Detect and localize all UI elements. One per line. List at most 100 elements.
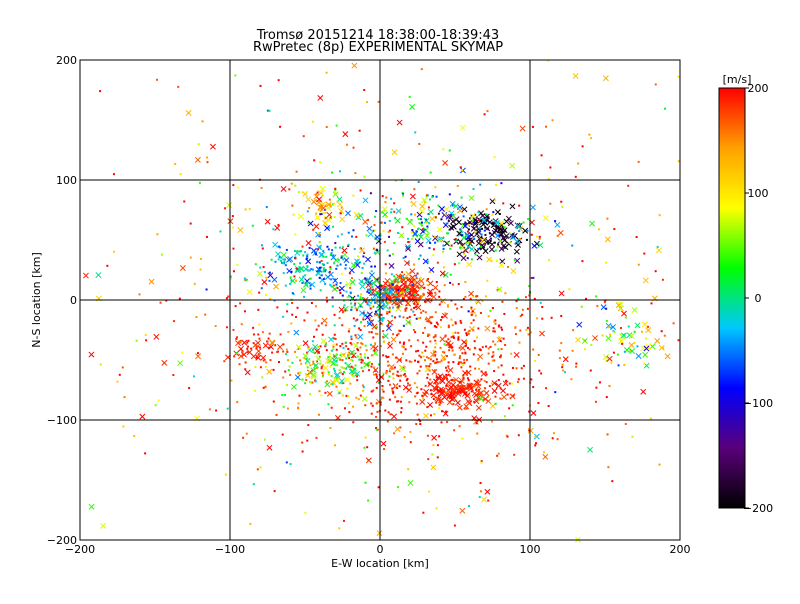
data-point-dot bbox=[399, 210, 401, 212]
data-point-dot bbox=[227, 408, 229, 410]
data-point-dot bbox=[495, 184, 497, 186]
data-point-cross bbox=[316, 356, 321, 361]
data-point-dot bbox=[459, 347, 461, 349]
data-point-dot bbox=[484, 243, 486, 245]
data-point-dot bbox=[463, 253, 465, 255]
data-point-dot bbox=[362, 255, 364, 257]
data-point-dot bbox=[392, 377, 394, 379]
data-point-dot bbox=[327, 356, 329, 358]
data-point-dot bbox=[409, 384, 411, 386]
data-point-cross bbox=[267, 369, 272, 374]
data-point-dot bbox=[364, 357, 366, 359]
data-point-dot bbox=[344, 267, 346, 269]
data-point-dot bbox=[247, 346, 249, 348]
data-point-dot bbox=[99, 90, 101, 92]
data-point-dot bbox=[340, 264, 342, 266]
data-point-dot bbox=[366, 101, 368, 103]
data-point-dot bbox=[345, 342, 347, 344]
data-point-cross bbox=[238, 227, 243, 232]
data-point-dot bbox=[313, 336, 315, 338]
data-point-dot bbox=[368, 369, 370, 371]
data-point-dot bbox=[417, 303, 419, 305]
data-point-cross bbox=[592, 335, 597, 340]
data-point-dot bbox=[538, 370, 540, 372]
data-point-dot bbox=[497, 246, 499, 248]
skymap-svg: Tromsø 20151214 18:38:00-18:39:43 RwPret… bbox=[0, 0, 800, 600]
data-point-dot bbox=[446, 421, 448, 423]
data-point-dot bbox=[354, 302, 356, 304]
data-point-dot bbox=[487, 216, 489, 218]
data-point-cross bbox=[343, 132, 348, 137]
data-point-dot bbox=[452, 361, 454, 363]
data-point-cross bbox=[543, 215, 548, 220]
data-point-dot bbox=[414, 314, 416, 316]
data-point-dot bbox=[348, 330, 350, 332]
data-point-dot bbox=[436, 507, 438, 509]
data-point-cross bbox=[499, 262, 504, 267]
data-point-dot bbox=[399, 330, 401, 332]
data-point-cross bbox=[437, 227, 442, 232]
data-point-dot bbox=[370, 266, 372, 268]
data-point-dot bbox=[246, 279, 248, 281]
data-point-dot bbox=[332, 297, 334, 299]
data-point-cross bbox=[457, 405, 462, 410]
data-point-dot bbox=[371, 391, 373, 393]
data-point-dot bbox=[342, 373, 344, 375]
data-point-dot bbox=[402, 316, 404, 318]
data-point-dot bbox=[488, 315, 490, 317]
data-point-cross bbox=[247, 290, 252, 295]
data-point-dot bbox=[471, 223, 473, 225]
data-point-dot bbox=[235, 305, 237, 307]
data-point-dot bbox=[122, 366, 124, 368]
data-point-dot bbox=[202, 120, 204, 122]
data-point-dot bbox=[387, 421, 389, 423]
data-point-dot bbox=[291, 302, 293, 304]
data-point-dot bbox=[331, 252, 333, 254]
data-point-dot bbox=[307, 424, 309, 426]
data-point-dot bbox=[326, 349, 328, 351]
data-point-dot bbox=[572, 329, 574, 331]
data-point-dot bbox=[247, 340, 249, 342]
data-point-dot bbox=[494, 330, 496, 332]
data-point-dot bbox=[338, 527, 340, 529]
data-point-dot bbox=[417, 294, 419, 296]
data-point-dot bbox=[393, 211, 395, 213]
data-point-dot bbox=[401, 226, 403, 228]
data-point-dot bbox=[378, 101, 380, 103]
data-point-dot bbox=[342, 395, 344, 397]
data-point-dot bbox=[677, 76, 679, 78]
data-point-dot bbox=[613, 228, 615, 230]
data-point-dot bbox=[613, 352, 615, 354]
data-point-dot bbox=[489, 232, 491, 234]
data-point-dot bbox=[411, 287, 413, 289]
data-point-cross bbox=[281, 186, 286, 191]
data-point-dot bbox=[383, 288, 385, 290]
data-point-cross bbox=[256, 348, 261, 353]
data-point-cross bbox=[469, 326, 474, 331]
data-point-dot bbox=[374, 315, 376, 317]
data-point-dot bbox=[306, 312, 308, 314]
data-point-dot bbox=[430, 358, 432, 360]
data-point-cross bbox=[504, 219, 509, 224]
data-point-dot bbox=[469, 366, 471, 368]
data-point-cross bbox=[500, 259, 505, 264]
data-point-dot bbox=[431, 316, 433, 318]
data-point-dot bbox=[282, 258, 284, 260]
data-point-dot bbox=[258, 338, 260, 340]
data-point-dot bbox=[428, 491, 430, 493]
data-point-dot bbox=[507, 266, 509, 268]
data-point-dot bbox=[441, 410, 443, 412]
data-point-dot bbox=[448, 326, 450, 328]
data-point-cross bbox=[446, 379, 451, 384]
data-point-dot bbox=[525, 296, 527, 298]
data-point-dot bbox=[405, 256, 407, 258]
data-point-cross bbox=[291, 384, 296, 389]
data-point-dot bbox=[662, 279, 664, 281]
data-point-dot bbox=[317, 192, 319, 194]
data-point-dot bbox=[374, 230, 376, 232]
data-point-cross bbox=[460, 508, 465, 513]
data-point-dot bbox=[382, 397, 384, 399]
data-point-dot bbox=[410, 213, 412, 215]
data-point-dot bbox=[284, 394, 286, 396]
data-point-dot bbox=[370, 366, 372, 368]
